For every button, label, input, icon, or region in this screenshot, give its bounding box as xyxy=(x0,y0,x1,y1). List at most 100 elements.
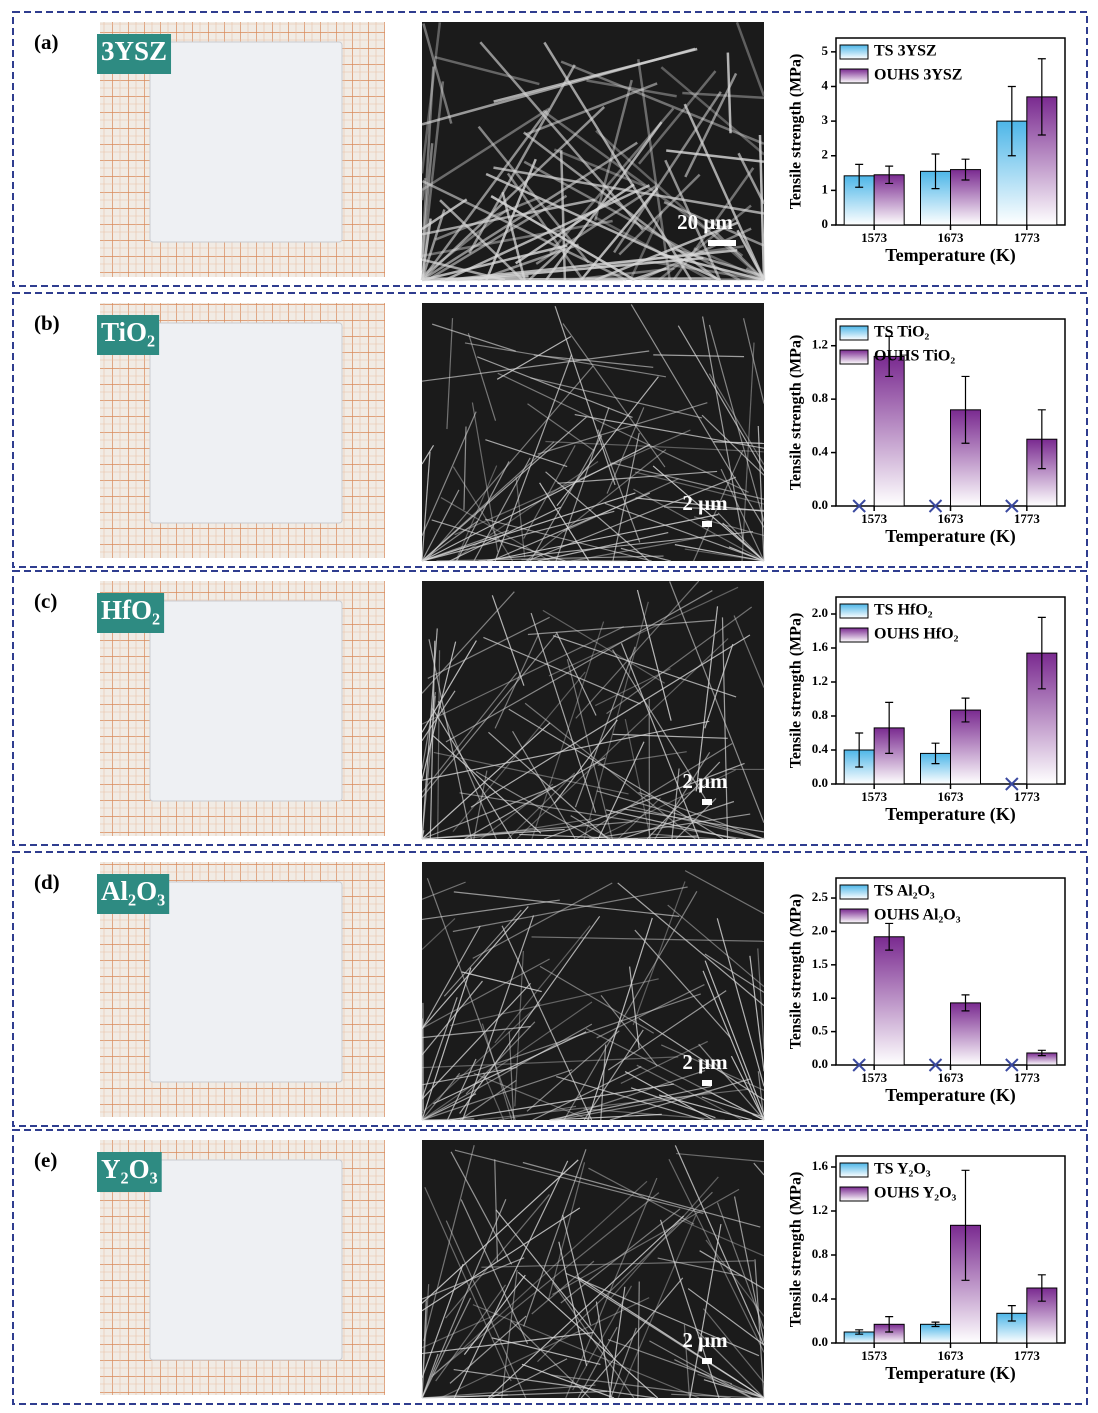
x-tick-label: 1673 xyxy=(938,1070,965,1085)
scale-bar xyxy=(702,1080,712,1086)
y-tick-label: 1.2 xyxy=(812,673,828,688)
y-tick-label: 1.2 xyxy=(812,1202,828,1217)
y-tick-label: 0 xyxy=(822,216,829,231)
material-label: 3YSZ xyxy=(101,36,167,66)
scale-bar xyxy=(702,799,712,805)
y-tick-label: 2.0 xyxy=(812,922,828,937)
panel-label: (a) xyxy=(34,30,59,54)
legend-label: OUHS 3YSZ xyxy=(874,67,962,84)
legend-swatch xyxy=(840,45,868,59)
scale-bar-label: 20 μm xyxy=(677,210,733,234)
legend-swatch xyxy=(840,604,868,618)
scale-bar xyxy=(708,240,736,246)
sample-sheet xyxy=(150,1160,342,1360)
x-tick-label: 1673 xyxy=(938,789,965,804)
y-tick-label: 0.0 xyxy=(812,497,828,512)
y-tick-label: 0.8 xyxy=(812,1246,829,1261)
y-axis-title: Tensile strength (MPa) xyxy=(788,1172,805,1328)
x-tick-label: 1673 xyxy=(938,230,965,245)
x-tick-label: 1773 xyxy=(1014,1348,1041,1363)
x-tick-label: 1773 xyxy=(1014,230,1041,245)
legend-swatch xyxy=(840,1163,868,1177)
y-tick-label: 0.8 xyxy=(812,707,829,722)
bar xyxy=(874,356,904,506)
y-axis-title: Tensile strength (MPa) xyxy=(788,54,805,210)
x-tick-label: 1573 xyxy=(861,1070,888,1085)
y-tick-label: 0.0 xyxy=(812,775,828,790)
legend-label: OUHS Y₂O₃ xyxy=(874,1185,957,1202)
legend-swatch xyxy=(840,350,868,364)
y-tick-label: 1.0 xyxy=(812,989,828,1004)
x-tick-label: 1673 xyxy=(938,511,965,526)
legend-label: OUHS HfO₂ xyxy=(874,626,959,643)
bar xyxy=(921,1324,951,1343)
y-tick-label: 0.4 xyxy=(812,741,829,756)
y-tick-label: 2.0 xyxy=(812,605,828,620)
y-tick-label: 0.8 xyxy=(812,390,829,405)
sample-sheet xyxy=(150,323,342,523)
legend-label: TS TiO₂ xyxy=(874,324,930,341)
legend-swatch xyxy=(840,885,868,899)
legend-swatch xyxy=(840,1187,868,1201)
legend-swatch xyxy=(840,628,868,642)
y-tick-label: 1.6 xyxy=(812,1158,829,1173)
bar xyxy=(951,1003,981,1065)
y-tick-label: 5 xyxy=(822,43,829,58)
x-tick-label: 1773 xyxy=(1014,789,1041,804)
y-tick-label: 1.2 xyxy=(812,337,828,352)
y-tick-label: 1.5 xyxy=(812,956,829,971)
y-tick-label: 1 xyxy=(822,181,829,196)
scale-bar xyxy=(702,521,712,527)
y-axis-title: Tensile strength (MPa) xyxy=(788,894,805,1050)
legend-swatch xyxy=(840,326,868,340)
x-axis-title: Temperature (K) xyxy=(885,804,1015,825)
x-tick-label: 1773 xyxy=(1014,511,1041,526)
sample-sheet xyxy=(150,882,342,1082)
material-label: TiO₂ xyxy=(101,317,155,347)
y-axis-title: Tensile strength (MPa) xyxy=(788,335,805,491)
sample-sheet xyxy=(150,42,342,242)
scale-bar-label: 2 μm xyxy=(682,491,728,515)
panel-label: (e) xyxy=(34,1148,57,1172)
sample-sheet xyxy=(150,601,342,801)
sem-image xyxy=(422,862,764,1120)
y-axis-title: Tensile strength (MPa) xyxy=(788,613,805,769)
x-tick-label: 1673 xyxy=(938,1348,965,1363)
scale-bar-label: 2 μm xyxy=(682,1328,728,1352)
x-axis-title: Temperature (K) xyxy=(885,526,1015,547)
material-label: HfO₂ xyxy=(101,595,160,625)
material-label: Al₂O₃ xyxy=(101,876,165,906)
legend-label: OUHS Al₂O₃ xyxy=(874,907,961,924)
panel-label: (b) xyxy=(34,311,60,335)
x-axis-title: Temperature (K) xyxy=(885,245,1015,266)
y-tick-label: 3 xyxy=(822,112,829,127)
y-tick-label: 0.4 xyxy=(812,444,829,459)
legend-label: TS HfO₂ xyxy=(874,602,933,619)
y-tick-label: 0.5 xyxy=(812,1023,829,1038)
legend-label: TS Y₂O₃ xyxy=(874,1161,931,1178)
fiber xyxy=(426,278,623,280)
x-axis-title: Temperature (K) xyxy=(885,1363,1015,1384)
x-tick-label: 1573 xyxy=(861,230,888,245)
legend-label: TS Al₂O₃ xyxy=(874,883,935,900)
scale-bar-label: 2 μm xyxy=(682,1050,728,1074)
x-tick-label: 1573 xyxy=(861,1348,888,1363)
x-tick-label: 1773 xyxy=(1014,1070,1041,1085)
legend-swatch xyxy=(840,909,868,923)
panel-label: (c) xyxy=(34,589,57,613)
legend-label: TS 3YSZ xyxy=(874,43,937,60)
y-tick-label: 0.0 xyxy=(812,1334,828,1349)
y-tick-label: 0.0 xyxy=(812,1056,828,1071)
scale-bar-label: 2 μm xyxy=(682,769,728,793)
y-tick-label: 2.5 xyxy=(812,889,829,904)
x-tick-label: 1573 xyxy=(861,789,888,804)
y-tick-label: 0.4 xyxy=(812,1290,829,1305)
panel-label: (d) xyxy=(34,870,60,894)
scale-bar xyxy=(702,1358,712,1364)
material-label: Y₂O₃ xyxy=(101,1154,158,1184)
x-axis-title: Temperature (K) xyxy=(885,1085,1015,1106)
x-tick-label: 1573 xyxy=(861,511,888,526)
y-tick-label: 2 xyxy=(822,147,829,162)
legend-label: OUHS TiO₂ xyxy=(874,348,955,365)
